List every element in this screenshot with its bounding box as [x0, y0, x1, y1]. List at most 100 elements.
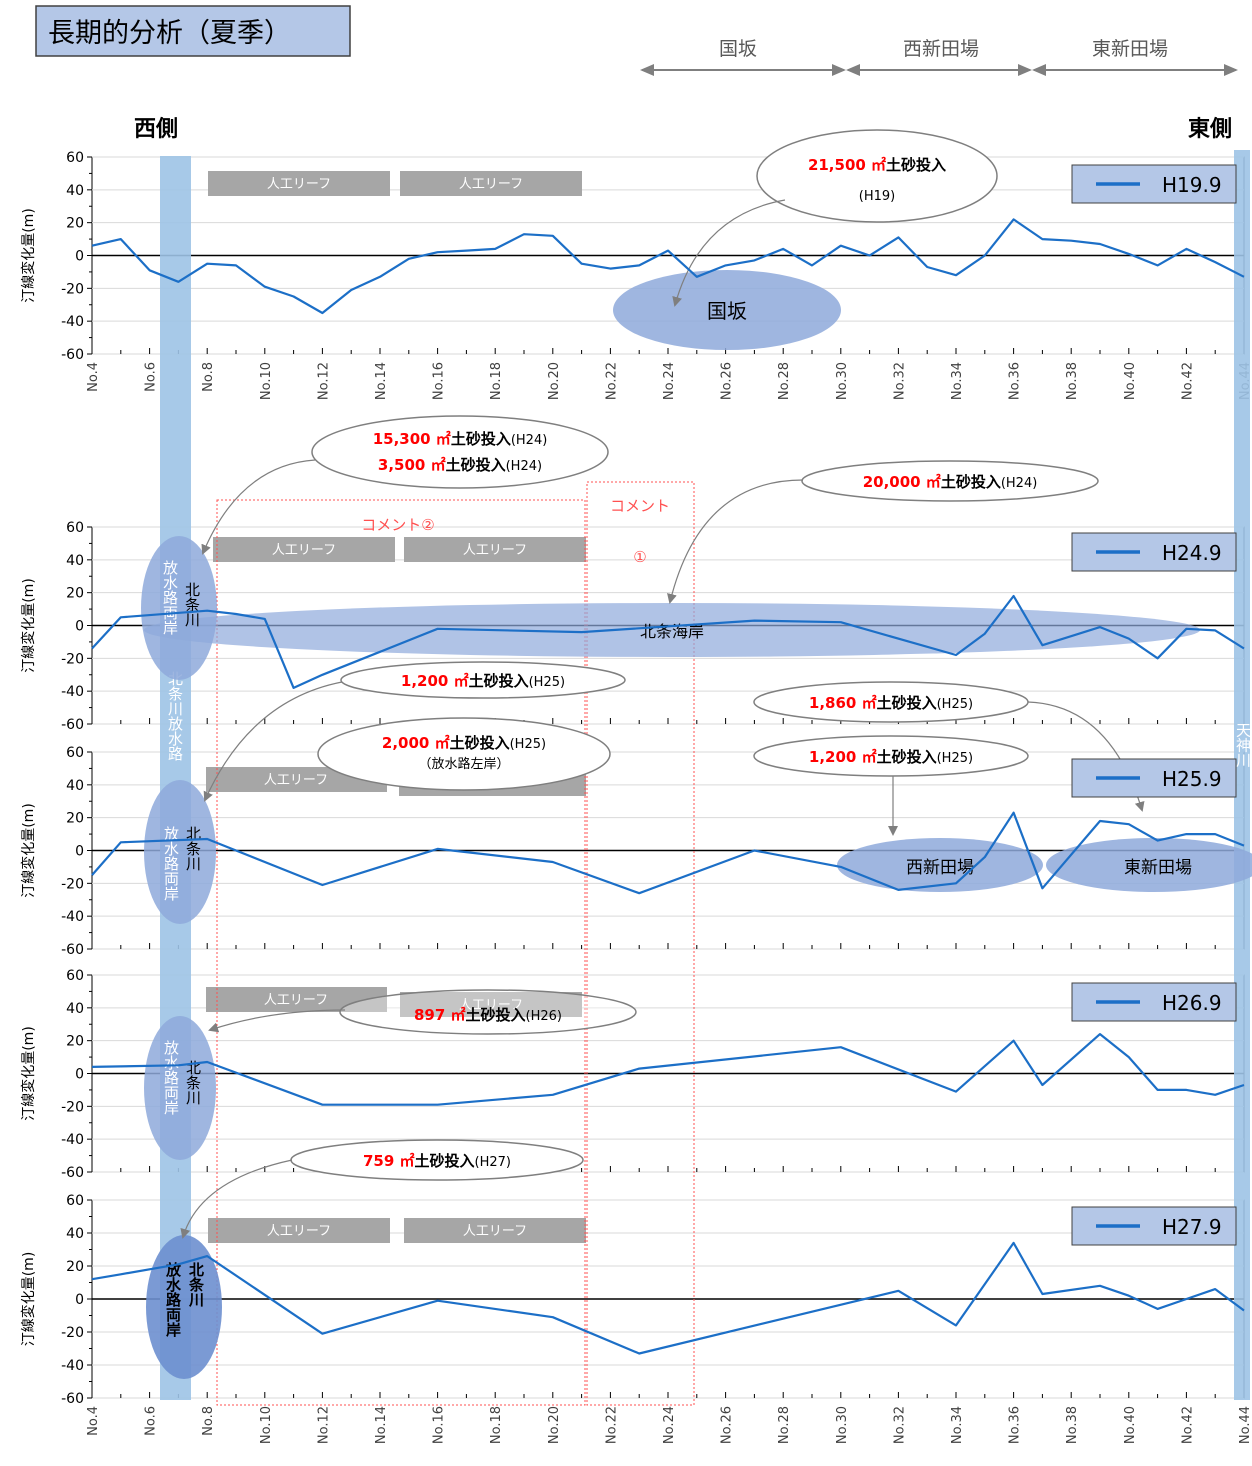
- river-mouth-ellipse: [141, 536, 217, 680]
- y-tick-label: -40: [61, 314, 84, 330]
- x-tick-label: No.4: [86, 1406, 101, 1436]
- series-line-H24.9: [91, 594, 1245, 690]
- east-side-label: 東側: [1188, 117, 1232, 142]
- comment-box-1: [586, 481, 695, 1406]
- x-tick-label: No.28: [777, 1406, 792, 1444]
- legend-H26.9: H26.9: [1071, 982, 1237, 1022]
- legend-label: H19.9: [1162, 173, 1222, 197]
- reef-label: 人工リーフ: [267, 1224, 331, 1239]
- series-line-H25.9: [91, 811, 1245, 895]
- series-line-H26.9: [91, 1032, 1245, 1106]
- area-label-kunisaka: 国坂: [707, 299, 747, 323]
- legend-label: H27.9: [1162, 1215, 1222, 1239]
- y-tick-label: 0: [75, 249, 84, 265]
- callout-h24-left-line1: 15,300 ㎡土砂投入(H24): [373, 430, 548, 448]
- x-tick-label: No.30: [835, 1406, 850, 1444]
- x-tick-label: No.18: [489, 362, 504, 400]
- y-tick-label: 20: [66, 586, 84, 602]
- y-tick-label: -20: [61, 281, 84, 297]
- x-tick-label: No.26: [720, 362, 735, 400]
- reef-group-h19: 人工リーフ 人工リーフ: [208, 171, 582, 196]
- river-band-west: [160, 156, 191, 1400]
- series-line-H27.9: [91, 1241, 1245, 1355]
- x-tick-label: No.10: [259, 362, 274, 400]
- y-tick-label: -40: [61, 1132, 84, 1148]
- y-tick-label: 20: [66, 811, 84, 827]
- x-tick-label: No.36: [1008, 1406, 1023, 1444]
- y-tick-label: -20: [61, 1099, 84, 1115]
- chart-panels: 60 40 20 0 -20 -40 -60 汀線変化量(m) No.4 No.6 No.8 No.1…: [20, 150, 1252, 1444]
- x-tick-label: No.18: [489, 1406, 504, 1444]
- y-tick-label: 40: [66, 778, 84, 794]
- callout-h26: 897 ㎡土砂投入(H26): [208, 989, 637, 1035]
- river-mouth-h27: 放水路両岸 北条川: [146, 1235, 222, 1379]
- river-mouth-h25: 放水路両岸 北条川: [144, 780, 216, 924]
- reef-bar: [404, 1218, 586, 1243]
- callout-h24-right-text: 20,000 ㎡土砂投入(H24): [863, 473, 1038, 491]
- y-tick-label: 40: [66, 553, 84, 569]
- reef-bar: [208, 171, 390, 196]
- x-tick-label: No.20: [547, 1406, 562, 1444]
- callout-arrow: [201, 459, 316, 555]
- river-side-label: 北条川: [183, 582, 201, 627]
- reef-bar: [208, 1218, 390, 1243]
- west-side-label: 西側: [134, 117, 178, 142]
- legend-label: H25.9: [1162, 767, 1222, 791]
- callout-h25-1860-text: 1,860 ㎡土砂投入(H25): [809, 694, 973, 712]
- y-tick-label: -40: [61, 1358, 84, 1374]
- zone-label-nishishindenba: 西新田場: [903, 38, 979, 60]
- x-tick-label: No.14: [374, 1406, 389, 1444]
- legend-H19.9: H19.9: [1071, 164, 1237, 204]
- comment-1-label: コメント: [610, 497, 670, 515]
- x-tick-label: No.34: [950, 362, 965, 400]
- x-tick-label: No.24: [662, 362, 677, 400]
- y-tick-label: 0: [75, 1067, 84, 1083]
- reef-bar: [206, 987, 387, 1012]
- callout-arrow: [667, 479, 804, 604]
- callout-h25-2000-text: 2,000 ㎡土砂投入(H25): [382, 734, 546, 752]
- x-tick-label: No.16: [432, 1406, 447, 1444]
- x-tick-label: No.40: [1123, 1406, 1138, 1444]
- x-tick-label: No.4: [86, 362, 101, 392]
- legend-label: H26.9: [1162, 991, 1222, 1015]
- callout-h24-left: 15,300 ㎡土砂投入(H24) 3,500 ㎡土砂投入(H24): [201, 415, 609, 555]
- callout-arrow: [203, 681, 343, 802]
- reef-group-h26: 人工リーフ 人工リーフ: [206, 987, 582, 1017]
- river-mouth-ellipse: [144, 1016, 216, 1160]
- river-side-label: 北条川: [187, 1262, 205, 1307]
- y-tick-label: -20: [61, 651, 84, 667]
- title-box: [35, 5, 351, 57]
- legend-H25.9: H25.9: [1071, 758, 1237, 798]
- y-axis-label: 汀線変化量(m): [20, 803, 37, 898]
- river-banks-label: 放水路両岸: [162, 1040, 180, 1115]
- x-tick-label: No.42: [1180, 362, 1195, 400]
- y-axis-label: 汀線変化量(m): [20, 1026, 37, 1121]
- y-tick-label: 20: [66, 1034, 84, 1050]
- y-tick-label: 20: [66, 1259, 84, 1275]
- x-tick-label: No.24: [662, 1406, 677, 1444]
- river-banks-label: 放水路両岸: [161, 560, 179, 635]
- x-tick-label: No.22: [604, 362, 619, 400]
- reef-group-h24: 人工リーフ 人工リーフ: [213, 537, 586, 562]
- river-mouth-ellipse: [146, 1235, 222, 1379]
- river-side-label: 北条川: [184, 1060, 202, 1105]
- river-mouth-h26: 放水路両岸 北条川: [144, 1016, 216, 1160]
- reef-label: 人工リーフ: [264, 773, 328, 788]
- area-label-nishishindenba: 西新田場: [906, 858, 974, 878]
- x-tick-label: No.6: [144, 1406, 159, 1436]
- x-tick-label: No.44: [1238, 1406, 1252, 1444]
- y-tick-label: 60: [66, 150, 84, 166]
- callout-arrow: [208, 1009, 346, 1033]
- callout-h19-text: 21,500 ㎡土砂投入: [808, 156, 946, 174]
- y-tick-label: 60: [66, 968, 84, 984]
- callout-h24-left-line2: 3,500 ㎡土砂投入(H24): [378, 456, 542, 474]
- river-banks-label: 放水路両岸: [164, 1261, 182, 1338]
- zone-label-higashishindenba: 東新田場: [1092, 38, 1168, 60]
- y-tick-label: -60: [61, 347, 84, 363]
- east-band-label: 天神川: [1234, 723, 1252, 768]
- y-tick-label: 40: [66, 183, 84, 199]
- x-tick-label: No.32: [892, 362, 907, 400]
- comment-2-label: コメント②: [361, 516, 434, 534]
- x-tick-label: No.10: [259, 1406, 274, 1444]
- y-tick-label: -40: [61, 909, 84, 925]
